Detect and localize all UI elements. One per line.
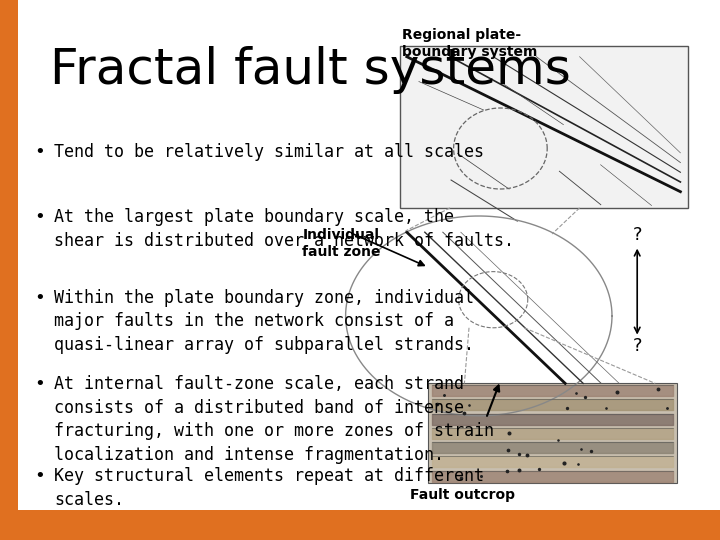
Text: •: • [34, 467, 45, 485]
Text: Within the plate boundary zone, individual
major faults in the network consist o: Within the plate boundary zone, individu… [54, 289, 474, 354]
Text: ?: ? [632, 226, 642, 244]
Text: At the largest plate boundary scale, the
shear is distributed over a network of : At the largest plate boundary scale, the… [54, 208, 514, 249]
Text: Tend to be relatively similar at all scales: Tend to be relatively similar at all sca… [54, 143, 484, 161]
FancyBboxPatch shape [0, 510, 720, 540]
Text: •: • [34, 143, 45, 161]
Text: At internal fault-zone scale, each strand
consists of a distributed band of inte: At internal fault-zone scale, each stran… [54, 375, 494, 464]
Text: Key structural elements repeat at different
scales.: Key structural elements repeat at differ… [54, 467, 484, 509]
Text: •: • [34, 208, 45, 226]
FancyBboxPatch shape [428, 383, 677, 483]
Text: Regional plate-
boundary system: Regional plate- boundary system [402, 28, 537, 59]
FancyBboxPatch shape [0, 0, 18, 540]
Text: Fault outcrop: Fault outcrop [410, 488, 516, 502]
Text: Individual
fault zone: Individual fault zone [302, 228, 381, 259]
Text: ?: ? [632, 336, 642, 355]
Text: •: • [34, 375, 45, 393]
Text: Brendan Duffy: Brendan Duffy [587, 515, 700, 529]
FancyBboxPatch shape [400, 46, 688, 208]
Text: Fractal fault systems: Fractal fault systems [50, 46, 571, 94]
Text: •: • [34, 289, 45, 307]
